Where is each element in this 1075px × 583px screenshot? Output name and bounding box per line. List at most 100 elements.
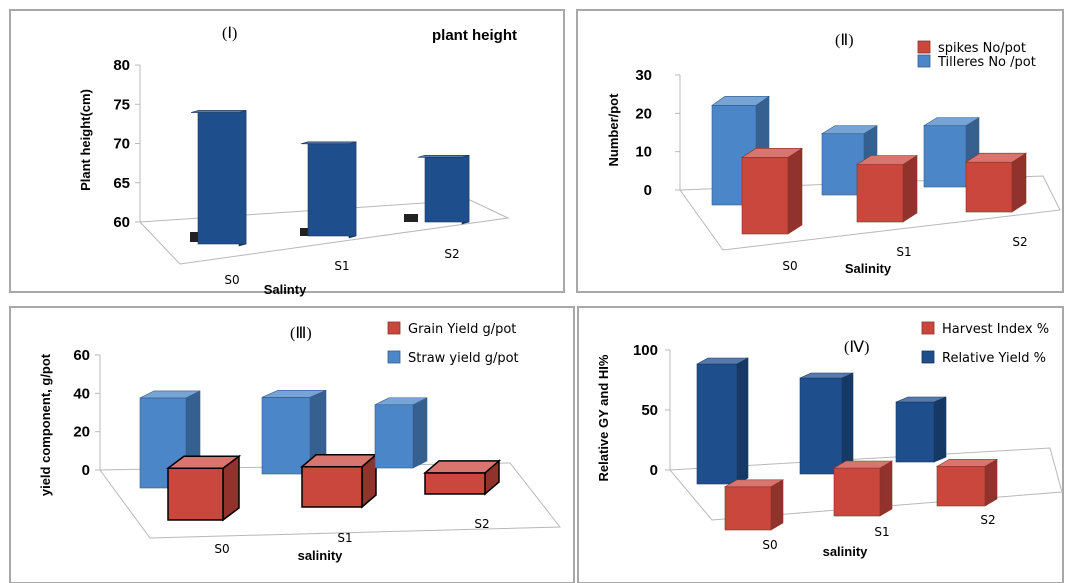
bar-s2-series2-top bbox=[422, 460, 502, 474]
legend-label: spikes No/pot bbox=[938, 41, 1026, 56]
x-tick-label: S1 bbox=[337, 531, 352, 545]
y-tick-label: 0 bbox=[650, 462, 658, 479]
y-axis-label: Plant height(cm) bbox=[78, 89, 93, 191]
panel-number: (Ⅰ) bbox=[222, 25, 237, 42]
bar-s1-series1-front bbox=[799, 377, 843, 475]
x-tick-label: S0 bbox=[782, 259, 797, 273]
legend-swatch bbox=[917, 54, 931, 68]
bar-s1-series2-front bbox=[833, 467, 881, 517]
x-tick-label: S0 bbox=[762, 538, 777, 552]
y-tick-label: 0 bbox=[644, 182, 652, 199]
bar-s1-series2-side bbox=[879, 460, 893, 517]
chart-panel-2: 0 10 20 30 S0 S1 S2 Salinity Number/pot (Ⅱ) spikes… bbox=[576, 9, 1064, 293]
x-tick-label: S2 bbox=[1012, 235, 1027, 249]
chart-title: plant height bbox=[432, 27, 517, 44]
x-tick-label: S2 bbox=[474, 517, 489, 531]
panel-border bbox=[576, 9, 1064, 293]
bar-s2-series1-top bbox=[922, 117, 981, 126]
bar-s1-series2 bbox=[299, 453, 379, 509]
y-tick-label: 65 bbox=[113, 175, 130, 192]
bar-s0-series2-front bbox=[741, 157, 789, 235]
x-axis-label: salinity bbox=[823, 544, 869, 559]
legend-label: Tilleres No /pot bbox=[937, 55, 1036, 70]
bar-s0-series1-top bbox=[139, 390, 201, 399]
x-axis-label: salinity bbox=[298, 548, 344, 563]
bar-s2-series2 bbox=[935, 458, 999, 507]
bar-s2-series1 bbox=[417, 154, 470, 225]
y-tick-label: 10 bbox=[635, 144, 652, 161]
bar-s1-series2 bbox=[832, 460, 894, 517]
x-axis-label: Salinity bbox=[845, 261, 892, 276]
bar-s2-series1-top bbox=[374, 397, 428, 406]
bar-s2-series1-side bbox=[933, 396, 947, 463]
legend-label: Harvest Index % bbox=[942, 322, 1049, 337]
y-axis-label: Relative GY and HI% bbox=[596, 354, 611, 481]
panel-number: (Ⅱ) bbox=[835, 32, 854, 49]
panel-number: (Ⅲ) bbox=[290, 325, 312, 342]
bar-s0-series1-side bbox=[736, 357, 749, 485]
bar-s2-series2-front bbox=[965, 161, 1013, 213]
y-axis-label: Number/pot bbox=[606, 93, 621, 167]
x-tick-label: S0 bbox=[224, 273, 239, 287]
y-tick-label: 50 bbox=[641, 402, 658, 419]
chart-panel-3: 0 20 40 60 S0 S1 S2 salinity yield component, g/… bbox=[9, 306, 575, 583]
bar-s1-series1-front bbox=[261, 397, 311, 475]
x-tick-label: S2 bbox=[444, 247, 459, 261]
bar-s2-series1-front bbox=[424, 154, 470, 223]
bar-s2-series2-front bbox=[424, 472, 486, 495]
bar-s0-series2 bbox=[723, 479, 785, 531]
bar-s2-series2-top bbox=[935, 459, 999, 467]
panel-border bbox=[9, 9, 565, 293]
bar-s0-series2-front bbox=[724, 486, 772, 531]
bar-s1-series1 bbox=[799, 372, 854, 475]
legend-swatch bbox=[387, 321, 401, 335]
bar-s0-series2-side bbox=[787, 147, 803, 235]
bar-s1-series1-side bbox=[841, 372, 854, 475]
bar-s1-series1-top bbox=[799, 372, 854, 379]
bar-s0-series2-side bbox=[770, 479, 784, 531]
y-tick-label: 30 bbox=[635, 67, 652, 84]
bar-s0-series1-top bbox=[711, 96, 770, 106]
legend-label: Relative Yield % bbox=[942, 351, 1046, 366]
bar-s2-series1-top bbox=[417, 154, 470, 158]
bar-s1-series2-front bbox=[856, 164, 904, 223]
bar-s2-series2-top bbox=[964, 152, 1028, 163]
y-tick-label: 20 bbox=[635, 105, 652, 122]
y-tick-label: 0 bbox=[82, 462, 90, 479]
bar-s1-series1-top bbox=[261, 390, 327, 398]
legend-label: Grain Yield g/pot bbox=[408, 322, 516, 337]
bar-s2-series2 bbox=[964, 152, 1028, 213]
bar-s0-series1-top bbox=[696, 357, 749, 365]
bar-s0-series1 bbox=[190, 110, 247, 247]
bar-s1-series2-side bbox=[902, 154, 918, 223]
panel-number: (Ⅳ) bbox=[844, 339, 869, 356]
bar-shadow bbox=[404, 214, 418, 222]
bar-s1-series2-front bbox=[301, 466, 363, 508]
y-tick-label: 60 bbox=[113, 214, 130, 231]
x-axis-label: Salinty bbox=[264, 282, 307, 297]
bar-s2-series1 bbox=[895, 396, 947, 463]
y-tick-label: 60 bbox=[73, 347, 90, 364]
bar-s1-series2-top bbox=[299, 454, 379, 468]
bar-s1-series2-top bbox=[855, 155, 919, 165]
y-tick-label: 100 bbox=[633, 342, 658, 359]
bar-s0-series2-top bbox=[740, 148, 804, 158]
bar-s0-series1-top bbox=[190, 110, 247, 113]
legend-swatch bbox=[921, 321, 935, 335]
x-tick-label: S1 bbox=[896, 245, 911, 259]
bar-s2-series2-side bbox=[984, 458, 998, 507]
chart-panel-1: 60 65 70 75 80 S0 S1 S2 Salinty Plant height(cm) (… bbox=[9, 9, 565, 297]
y-tick-label: 40 bbox=[73, 385, 90, 402]
bar-s2-series2-front bbox=[936, 466, 986, 507]
bar-s2-series2 bbox=[422, 459, 502, 496]
bar-s1-series1 bbox=[300, 141, 357, 239]
bar-s1-series2 bbox=[855, 154, 919, 223]
x-tick-label: S1 bbox=[874, 525, 889, 539]
legend-swatch bbox=[917, 40, 931, 54]
bar-s0-series2-front bbox=[167, 467, 224, 521]
bar-s2-series2-side bbox=[1011, 152, 1027, 213]
bar-s2-series1-front bbox=[895, 401, 935, 463]
bar-s0-series1 bbox=[696, 357, 749, 485]
bar-s1-series1-front bbox=[307, 141, 357, 237]
